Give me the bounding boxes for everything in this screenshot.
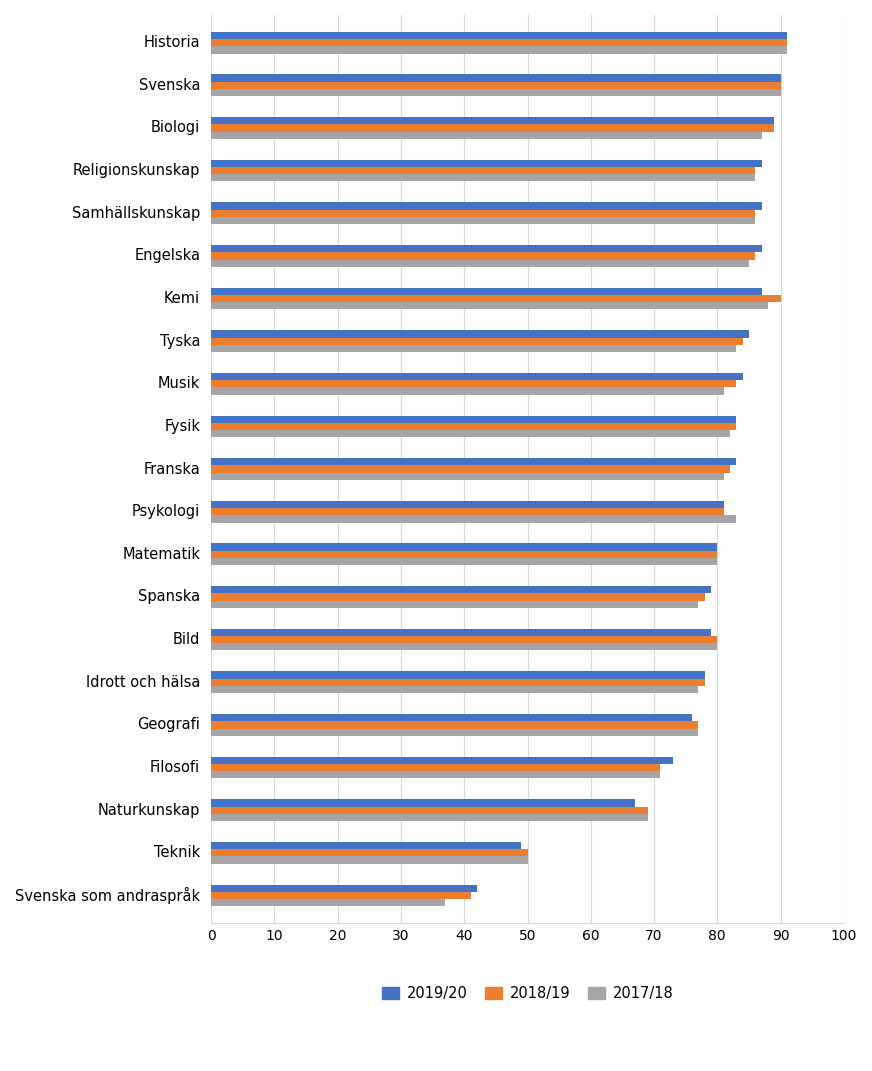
- Bar: [211, 330, 749, 337]
- Bar: [211, 373, 743, 380]
- Bar: [211, 466, 730, 472]
- Bar: [211, 672, 705, 679]
- Bar: [211, 771, 660, 779]
- Bar: [211, 75, 780, 81]
- Bar: [211, 515, 736, 523]
- Bar: [211, 636, 718, 644]
- Bar: [211, 899, 446, 906]
- Bar: [211, 259, 749, 267]
- Bar: [211, 132, 761, 139]
- Bar: [211, 288, 761, 295]
- Bar: [211, 885, 477, 892]
- Bar: [211, 685, 698, 693]
- Bar: [211, 245, 761, 253]
- Bar: [211, 416, 736, 423]
- Bar: [211, 210, 755, 217]
- Bar: [211, 586, 711, 593]
- Bar: [211, 550, 718, 558]
- Bar: [211, 849, 528, 857]
- Bar: [211, 39, 787, 46]
- Bar: [211, 295, 780, 302]
- Bar: [211, 345, 736, 352]
- Bar: [211, 423, 736, 431]
- Bar: [211, 217, 755, 224]
- Bar: [211, 756, 673, 764]
- Bar: [211, 81, 780, 89]
- Bar: [211, 508, 724, 515]
- Bar: [211, 892, 471, 899]
- Bar: [211, 814, 648, 821]
- Bar: [211, 175, 755, 181]
- Bar: [211, 253, 755, 259]
- Bar: [211, 728, 698, 736]
- Bar: [211, 721, 698, 728]
- Bar: [211, 124, 774, 132]
- Bar: [211, 388, 724, 395]
- Bar: [211, 679, 705, 685]
- Bar: [211, 380, 736, 388]
- Bar: [211, 46, 787, 54]
- Bar: [211, 160, 761, 167]
- Bar: [211, 806, 648, 814]
- Legend: 2019/20, 2018/19, 2017/18: 2019/20, 2018/19, 2017/18: [376, 980, 679, 1007]
- Bar: [211, 117, 774, 124]
- Bar: [211, 799, 635, 806]
- Bar: [211, 431, 730, 437]
- Bar: [211, 458, 736, 466]
- Bar: [211, 89, 780, 96]
- Bar: [211, 167, 755, 175]
- Bar: [211, 472, 724, 480]
- Bar: [211, 202, 761, 210]
- Bar: [211, 629, 711, 636]
- Bar: [211, 302, 768, 310]
- Bar: [211, 337, 743, 345]
- Bar: [211, 764, 660, 771]
- Bar: [211, 32, 787, 39]
- Bar: [211, 857, 528, 863]
- Bar: [211, 593, 705, 601]
- Bar: [211, 501, 724, 508]
- Bar: [211, 558, 718, 565]
- Bar: [211, 644, 718, 650]
- Bar: [211, 601, 698, 608]
- Bar: [211, 714, 692, 721]
- Bar: [211, 543, 718, 550]
- Bar: [211, 842, 521, 849]
